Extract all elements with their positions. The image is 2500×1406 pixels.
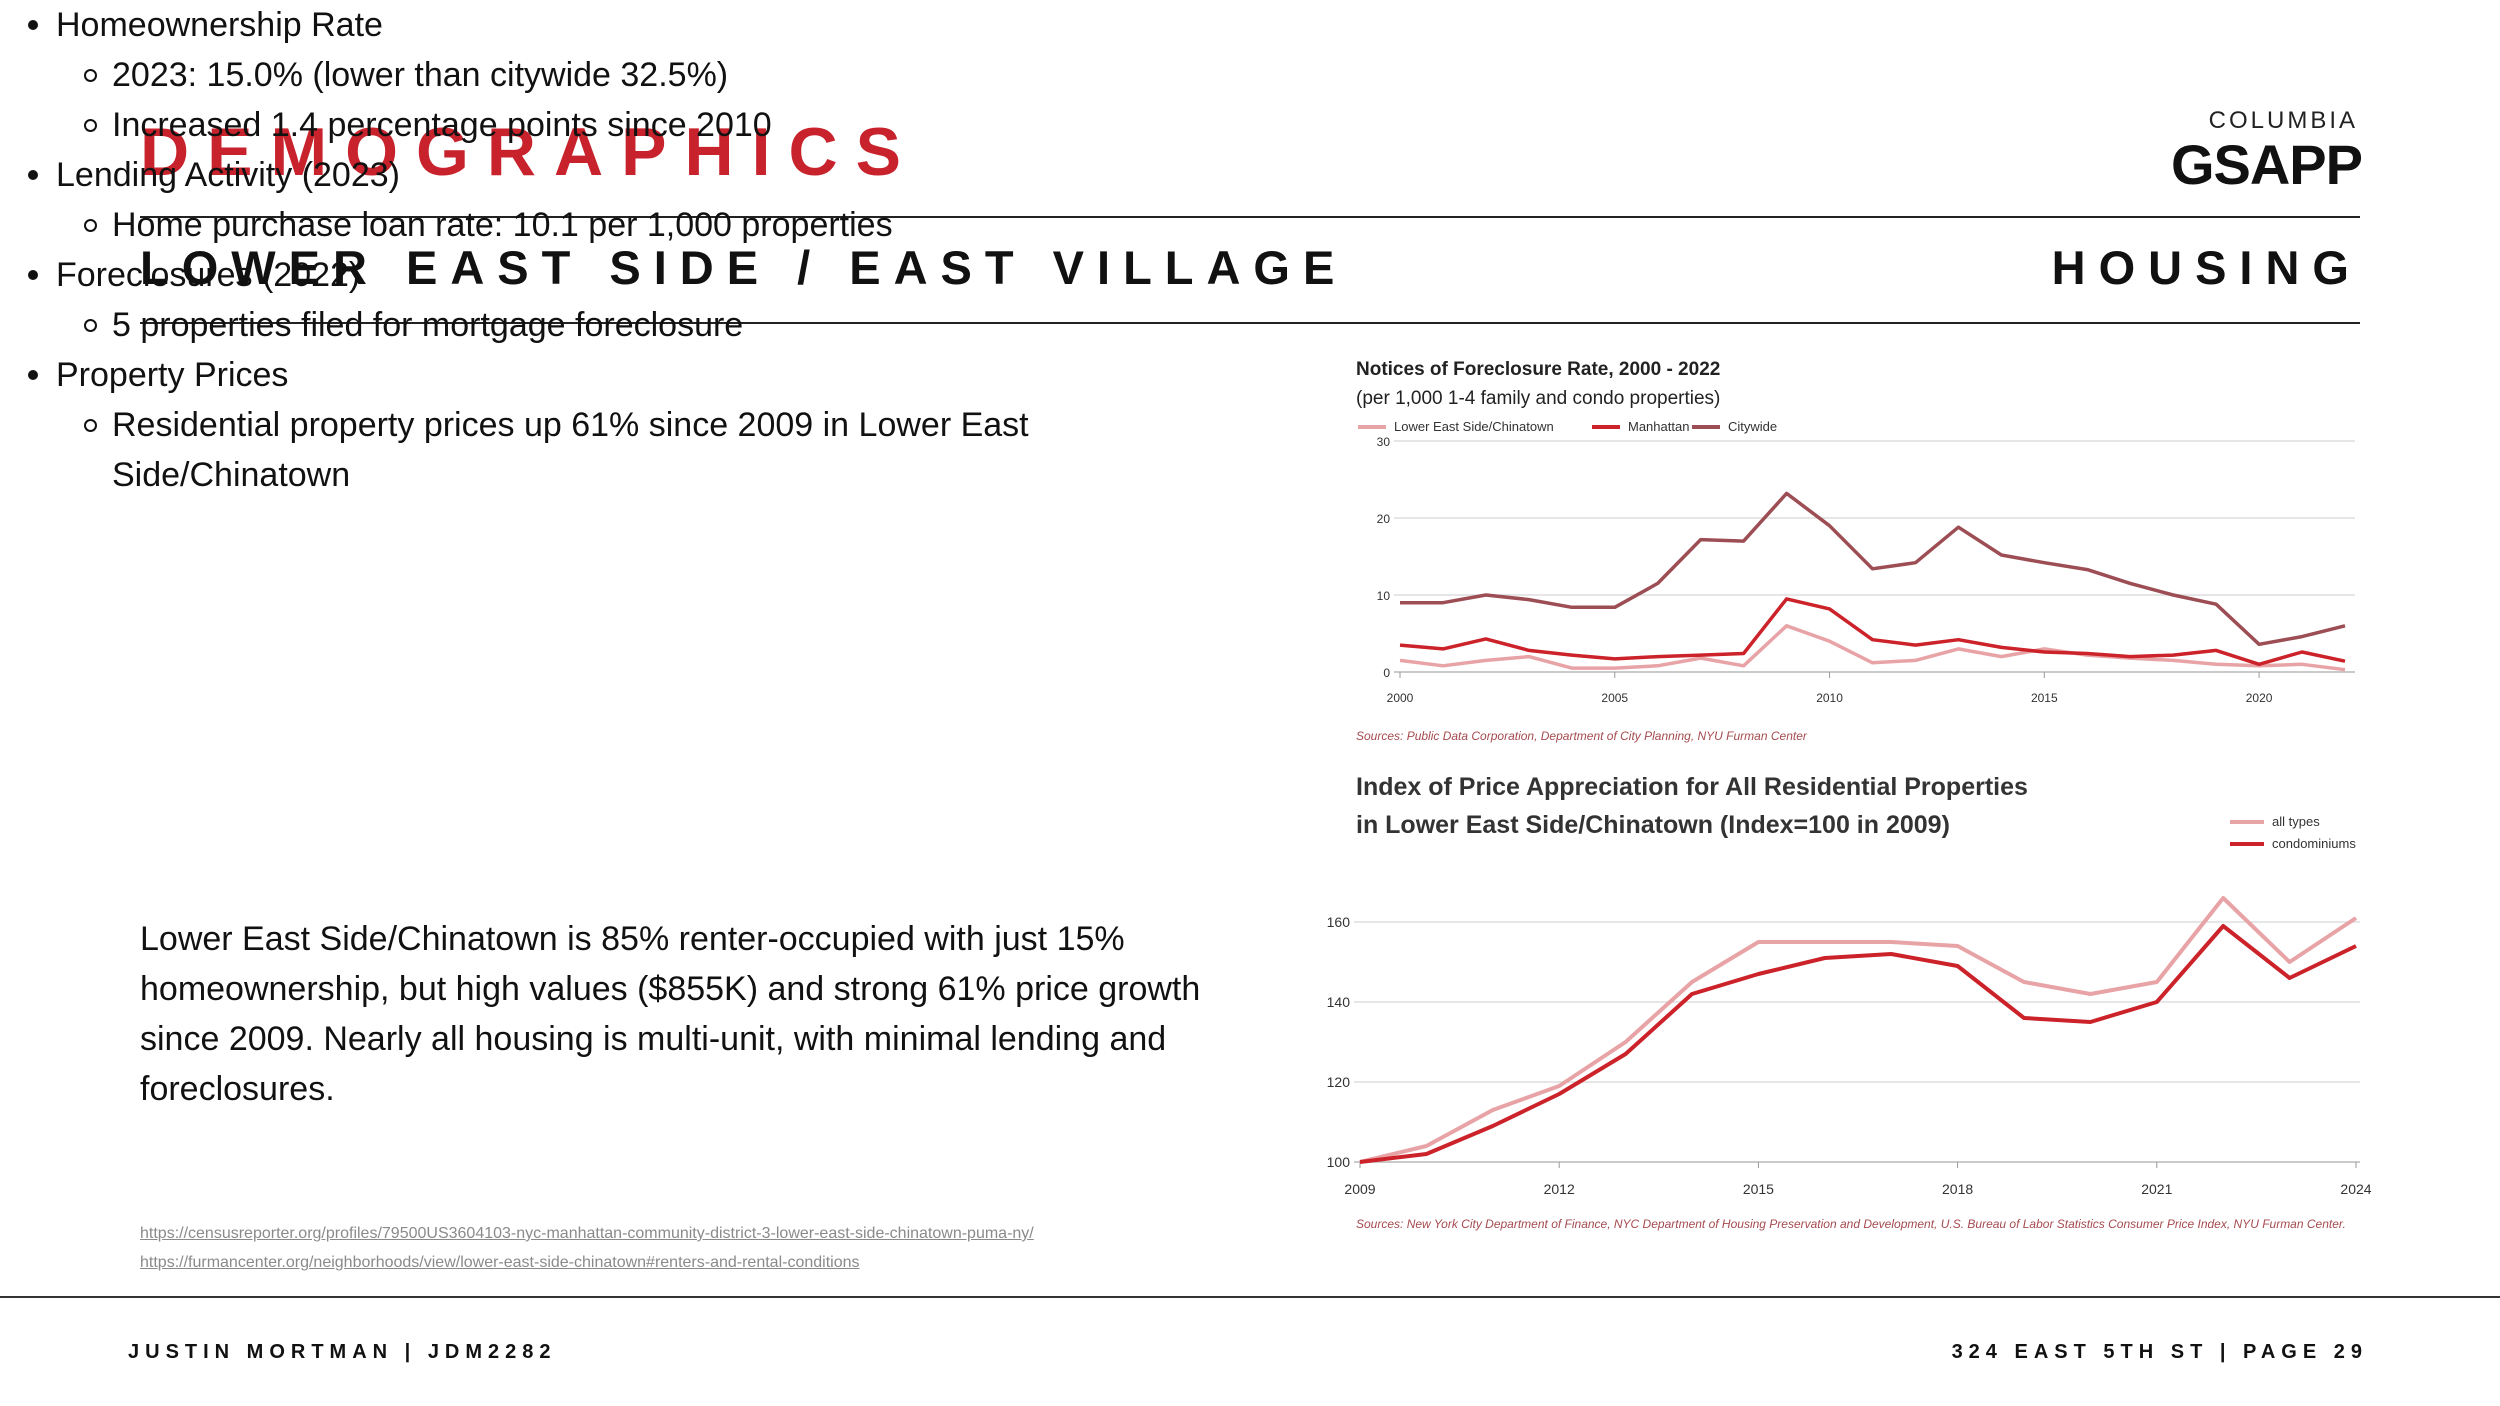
sub-bullet-item: 2023: 15.0% (lower than citywide 32.5%) <box>0 50 1100 100</box>
bullet-list: Homeownership Rate 2023: 15.0% (lower tha… <box>0 0 1100 500</box>
bullet-item: Lending Activity (2023) <box>0 150 1100 200</box>
series-line-all-types <box>1359 896 2358 1164</box>
header-divider-bottom <box>140 322 2360 324</box>
summary-paragraph: Lower East Side/Chinatown is 85% renter-… <box>140 920 1201 1108</box>
sub-bullet-item: Residential property prices up 61% since… <box>0 400 1100 500</box>
sub-bullet-item: Home purchase loan rate: 10.1 per 1,000 … <box>0 200 1100 250</box>
footer-page-info: 324 EAST 5TH ST | PAGE 29 <box>1951 1341 2368 1363</box>
x-tick-label: 2024 <box>2340 1181 2371 1197</box>
x-tick-label: 2010 <box>1816 691 1843 705</box>
y-tick-label: 120 <box>1327 1074 1351 1090</box>
source-link-censusreporter[interactable]: https://censusreporter.org/profiles/7950… <box>140 1225 1034 1242</box>
y-tick-label: 100 <box>1327 1154 1351 1170</box>
x-tick-label: 2018 <box>1942 1181 1973 1197</box>
legend-label: Manhattan <box>1628 419 1689 434</box>
price-index-chart: Index of Price Appreciation for All Resi… <box>1327 773 2372 1231</box>
x-tick-label: 2000 <box>1387 691 1414 705</box>
page-title: DEMOGRAPHICS <box>140 114 919 190</box>
neighborhood-subtitle: LOWER EAST SIDE / EAST VILLAGE <box>140 241 1348 294</box>
chart-title: Notices of Foreclosure Rate, 2000 - 2022 <box>1356 359 1720 380</box>
x-tick-label: 2020 <box>2246 691 2273 705</box>
y-tick-label: 140 <box>1327 994 1351 1010</box>
bullet-item: Property Prices <box>0 350 1100 400</box>
y-tick-label: 20 <box>1377 512 1391 526</box>
x-tick-label: 2015 <box>1743 1181 1774 1197</box>
foreclosure-chart: Notices of Foreclosure Rate, 2000 - 2022… <box>1356 359 2355 743</box>
bullet-item: Homeownership Rate <box>0 0 1100 50</box>
chart-title: Index of Price Appreciation for All Resi… <box>1356 773 2028 801</box>
series-line-condominiums <box>1359 924 2357 1164</box>
sub-bullet-item: Increased 1.4 percentage points since 20… <box>0 100 1100 150</box>
legend-label: all types <box>2272 814 2320 829</box>
logo-gsapp: GSAPP <box>2170 133 2363 196</box>
y-tick-label: 30 <box>1377 435 1391 449</box>
x-tick-label: 2015 <box>2031 691 2058 705</box>
legend-label: condominiums <box>2272 836 2356 851</box>
chart-source: Sources: New York City Department of Fin… <box>1356 1217 2346 1231</box>
x-tick-label: 2005 <box>1601 691 1628 705</box>
source-link-furmancenter[interactable]: https://furmancenter.org/neighborhoods/v… <box>140 1254 860 1271</box>
bullet-item: Foreclosures (2022) <box>0 250 1100 300</box>
footer-author: JUSTIN MORTMAN | JDM2282 <box>128 1341 557 1363</box>
footer-divider <box>0 1296 2500 1298</box>
x-tick-label: 2009 <box>1344 1181 1375 1197</box>
chart-subtitle: (per 1,000 1-4 family and condo properti… <box>1356 388 1720 409</box>
chart-source: Sources: Public Data Corporation, Depart… <box>1356 729 1808 743</box>
header-divider-top <box>140 216 2360 218</box>
section-label: HOUSING <box>2051 241 2362 294</box>
y-tick-label: 10 <box>1377 589 1391 603</box>
logo-columbia-text: COLUMBIA <box>2208 107 2358 134</box>
legend-label: Lower East Side/Chinatown <box>1394 419 1554 434</box>
series-line-lower-east-side-chinatown <box>1399 624 2346 672</box>
chart-subtitle: in Lower East Side/Chinatown (Index=100 … <box>1356 811 1950 839</box>
y-tick-label: 0 <box>1383 666 1390 680</box>
y-tick-label: 160 <box>1327 914 1351 930</box>
x-tick-label: 2012 <box>1544 1181 1575 1197</box>
series-line-citywide <box>1400 491 2346 647</box>
x-tick-label: 2021 <box>2141 1181 2172 1197</box>
sub-bullet-item: 5 properties filed for mortgage foreclos… <box>0 300 1100 350</box>
series-line-manhattan <box>1399 597 2346 667</box>
legend-label: Citywide <box>1728 419 1777 434</box>
